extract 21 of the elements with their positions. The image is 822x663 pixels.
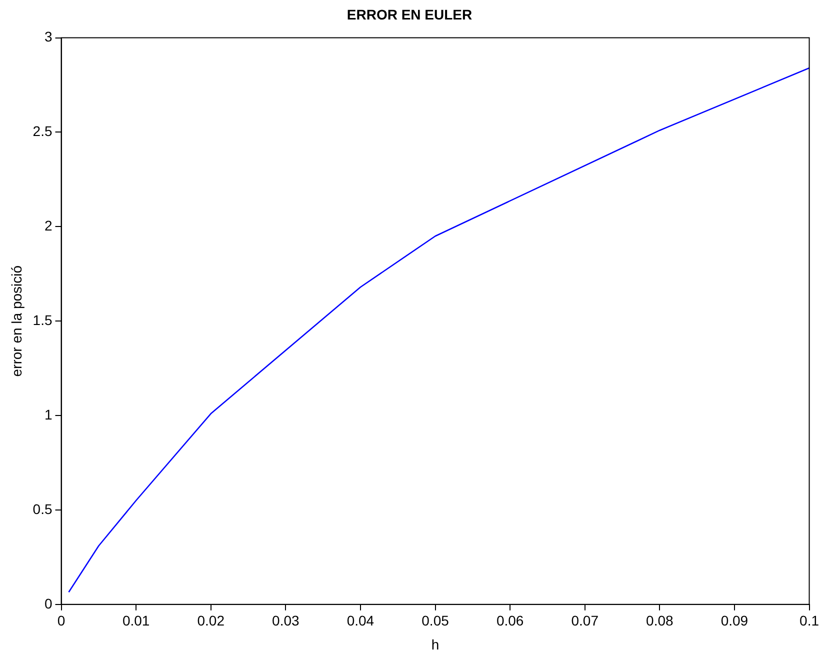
y-tick-label: 1 bbox=[44, 406, 52, 422]
x-tick-label: 0.01 bbox=[122, 612, 150, 629]
y-tick-label: 1.5 bbox=[32, 312, 52, 328]
y-tick-label: 2.5 bbox=[32, 123, 52, 140]
y-tick-label: 2 bbox=[44, 218, 52, 234]
y-axis-title: error en la posició bbox=[8, 265, 24, 377]
x-tick-label: 0.03 bbox=[272, 612, 300, 629]
y-tick-label: 0.5 bbox=[32, 500, 52, 517]
x-tick-label: 0.08 bbox=[646, 612, 674, 629]
x-tick-label: 0 bbox=[57, 612, 66, 629]
x-tick-label: 0.06 bbox=[496, 612, 524, 629]
y-tick-label: 3 bbox=[44, 28, 52, 45]
x-axis-title: h bbox=[431, 636, 440, 652]
x-tick-label: 0.07 bbox=[571, 612, 599, 629]
chart-title: ERROR EN EULER bbox=[346, 6, 472, 22]
x-tick-label: 0.1 bbox=[800, 612, 820, 629]
x-tick-label: 0.09 bbox=[720, 612, 748, 629]
y-tick-label: 0 bbox=[44, 595, 52, 612]
x-tick-label: 0.02 bbox=[197, 612, 225, 629]
x-tick-label: 0.05 bbox=[422, 612, 450, 629]
x-tick-label: 0.04 bbox=[346, 612, 374, 629]
